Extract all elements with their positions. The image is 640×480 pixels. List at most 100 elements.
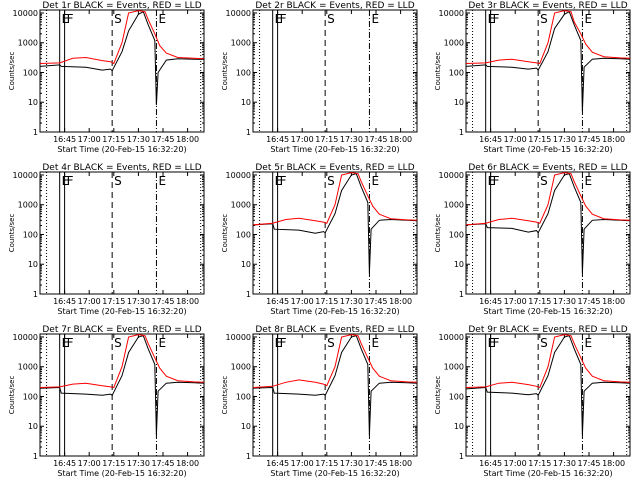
x-tick-label: 17:15 (528, 459, 551, 468)
x-tick-label: 17:45 (151, 459, 174, 468)
event-marker-label: S (540, 174, 548, 188)
y-tick-label: 1 (246, 290, 251, 299)
events-rate-line (466, 10, 630, 112)
x-axis-label: Start Time (20-Feb-15 16:32:20) (57, 145, 186, 154)
x-tick-label: 16:45 (53, 297, 76, 306)
x-tick-label: 17:00 (504, 459, 527, 468)
y-tick-label: 10 (241, 260, 251, 269)
y-axis-label: Counts/sec (221, 214, 229, 253)
x-tick-label: 17:30 (553, 459, 576, 468)
x-tick-label: 16:45 (53, 135, 76, 144)
y-tick-label: 1 (246, 452, 251, 461)
y-tick-label: 1000 (444, 39, 464, 48)
event-marker-label: E (371, 12, 379, 26)
y-tick-label: 100 (236, 68, 251, 77)
y-tick-label: 100 (23, 68, 38, 77)
y-tick-label: 10000 (13, 9, 38, 18)
x-tick-label: 18:00 (389, 297, 412, 306)
x-tick-label: 17:30 (340, 459, 363, 468)
x-tick-label: 17:30 (340, 135, 363, 144)
plot-frame (39, 171, 205, 295)
y-tick-label: 10000 (439, 9, 464, 18)
x-tick-label: 17:15 (528, 297, 551, 306)
x-tick-label: 18:00 (602, 459, 625, 468)
x-tick-label: 17:45 (577, 459, 600, 468)
event-marker-label: E (584, 174, 592, 188)
y-tick-label: 1 (459, 128, 464, 137)
x-tick-label: 17:30 (553, 297, 576, 306)
x-tick-label: 17:00 (291, 135, 314, 144)
event-marker-label: E (371, 174, 379, 188)
event-marker-label: S (540, 12, 548, 26)
panel-title: Det 1r BLACK = Events, RED = LLD (42, 1, 201, 11)
y-axis-label: Counts/sec (434, 52, 442, 91)
y-tick-label: 1000 (18, 39, 38, 48)
event-marker-label: F (493, 12, 500, 26)
x-tick-label: 18:00 (176, 297, 199, 306)
event-marker-label: S (540, 336, 548, 350)
panel-title: Det 9r BLACK = Events, RED = LLD (468, 325, 627, 335)
event-marker-label: F (280, 12, 287, 26)
lld-rate-line (253, 334, 417, 388)
y-tick-label: 1 (246, 128, 251, 137)
plot-frame (252, 333, 418, 457)
lld-rate-line (40, 10, 204, 65)
event-marker-label: F (493, 174, 500, 188)
panel-title: Det 5r BLACK = Events, RED = LLD (255, 163, 414, 173)
plot-frame (252, 9, 418, 133)
plot-frame (465, 171, 631, 295)
event-marker-label: E (275, 336, 283, 350)
y-tick-label: 10 (241, 422, 251, 431)
detector-panel: Det 8r BLACK = Events, RED = LLD 1 10 100 10… (221, 325, 418, 478)
x-axis-label: Start Time (20-Feb-15 16:32:20) (57, 307, 186, 316)
x-tick-label: 17:15 (315, 459, 338, 468)
y-tick-label: 10000 (226, 171, 251, 180)
plot-frame (465, 9, 631, 133)
lld-rate-line (40, 334, 204, 389)
y-tick-label: 10000 (439, 333, 464, 342)
x-tick-label: 16:45 (479, 459, 502, 468)
detector-panel: Det 6r BLACK = Events, RED = LLD 1 10 100 10… (434, 163, 631, 316)
events-rate-line (466, 173, 630, 274)
y-tick-label: 10 (28, 98, 38, 107)
x-tick-label: 17:45 (151, 297, 174, 306)
lld-rate-line (253, 172, 417, 226)
y-tick-label: 1000 (444, 363, 464, 372)
x-tick-label: 17:30 (340, 297, 363, 306)
panel-title: Det 4r BLACK = Events, RED = LLD (42, 163, 201, 173)
x-tick-label: 16:45 (266, 459, 289, 468)
y-tick-label: 1 (459, 290, 464, 299)
y-tick-label: 1000 (231, 201, 251, 210)
x-tick-label: 18:00 (602, 297, 625, 306)
events-rate-line (253, 335, 417, 436)
y-tick-label: 100 (449, 392, 464, 401)
y-tick-label: 1 (459, 452, 464, 461)
y-tick-label: 10000 (439, 171, 464, 180)
x-axis-label: Start Time (20-Feb-15 16:32:20) (483, 469, 612, 478)
y-tick-label: 100 (236, 392, 251, 401)
x-tick-label: 17:00 (504, 135, 527, 144)
lld-rate-line (466, 172, 630, 226)
y-tick-label: 1 (33, 452, 38, 461)
x-axis-label: Start Time (20-Feb-15 16:32:20) (483, 307, 612, 316)
panel-title: Det 2r BLACK = Events, RED = LLD (255, 1, 414, 11)
x-tick-label: 17:15 (102, 135, 125, 144)
event-marker-label: S (114, 174, 122, 188)
x-tick-label: 17:30 (127, 459, 150, 468)
x-tick-label: 17:00 (291, 297, 314, 306)
event-marker-label: E (371, 336, 379, 350)
x-tick-label: 18:00 (176, 135, 199, 144)
event-marker-label: E (62, 174, 70, 188)
detector-panel: Det 7r BLACK = Events, RED = LLD 1 10 100 10… (8, 325, 205, 478)
y-tick-label: 1 (33, 128, 38, 137)
x-tick-label: 17:15 (315, 135, 338, 144)
detector-panel: Det 9r BLACK = Events, RED = LLD 1 10 100 10… (434, 325, 631, 478)
event-marker-label: E (158, 336, 166, 350)
x-tick-label: 17:00 (504, 297, 527, 306)
events-rate-line (253, 173, 417, 274)
y-tick-label: 10 (28, 422, 38, 431)
event-marker-label: S (114, 336, 122, 350)
x-tick-label: 17:45 (364, 297, 387, 306)
x-tick-label: 17:15 (102, 459, 125, 468)
x-tick-label: 17:30 (127, 135, 150, 144)
